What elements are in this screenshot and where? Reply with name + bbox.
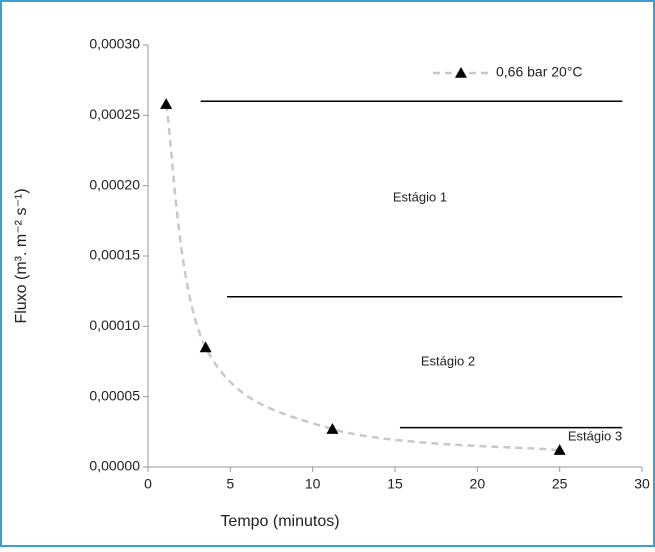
series-line [164,103,560,452]
y-tick-label: 0,00025 [89,106,140,122]
y-tick-label: 0,00015 [89,247,140,263]
stage-label: Estágio 2 [421,353,475,368]
legend-label: 0,66 bar 20°C [496,64,583,80]
stage-label: Estágio 1 [393,189,447,204]
y-axis-label: Fluxo (m³. m⁻² s⁻¹) [13,188,30,323]
y-tick-label: 0,00005 [89,387,140,403]
data-point [553,444,566,455]
y-tick-label: 0,00030 [89,36,140,52]
data-point [326,423,339,434]
x-tick-label: 20 [470,476,486,492]
x-tick-label: 15 [387,476,403,492]
x-tick-label: 5 [226,476,234,492]
x-tick-label: 10 [305,476,321,492]
x-tick-label: 0 [144,476,152,492]
x-tick-label: 30 [634,476,650,492]
legend-marker [455,67,467,78]
data-point [199,341,212,353]
y-tick-label: 0,00000 [89,458,140,474]
stage-label: Estágio 3 [568,428,622,443]
x-axis-label: Tempo (minutos) [220,513,339,530]
y-tick-label: 0,00020 [89,176,140,192]
data-point [160,98,173,109]
x-tick-label: 25 [552,476,568,492]
y-tick-label: 0,00010 [89,317,140,333]
